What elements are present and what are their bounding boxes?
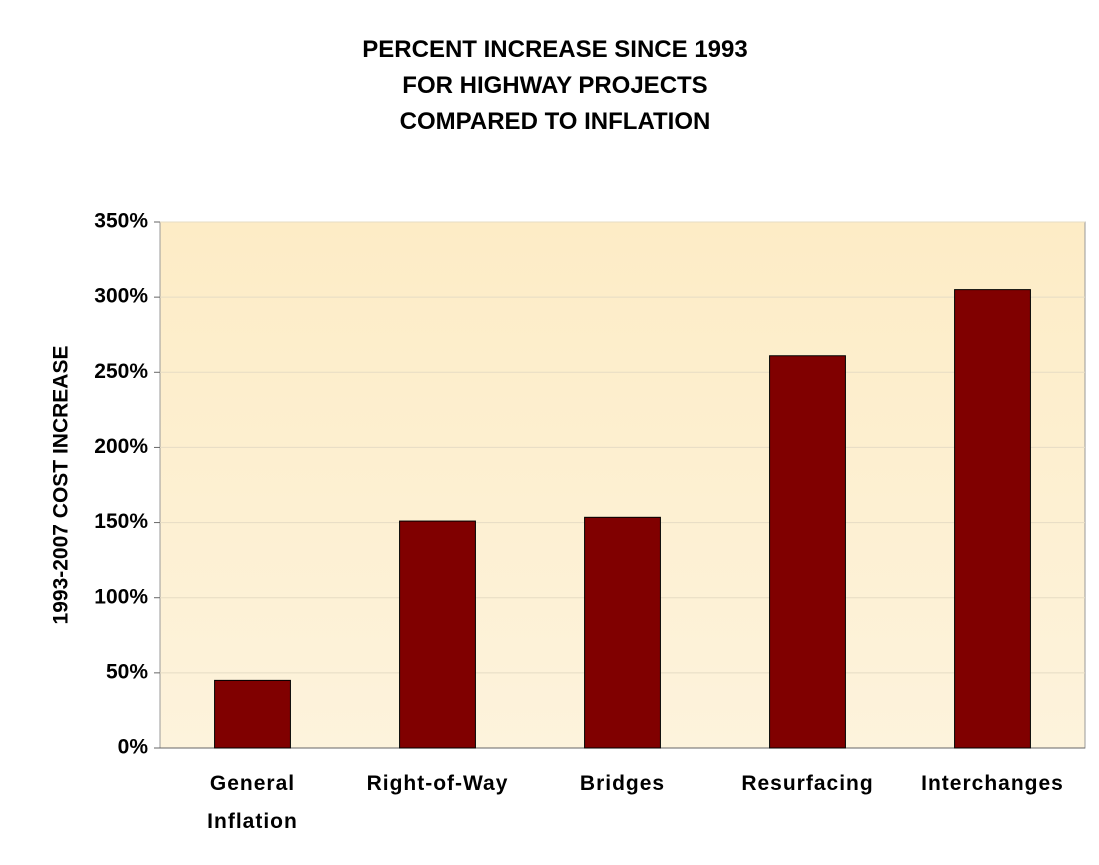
y-tick-label: 150% (94, 510, 148, 533)
chart-title: PERCENT INCREASE SINCE 1993 FOR HIGHWAY … (362, 36, 748, 135)
y-tick-label: 350% (94, 210, 148, 233)
bar (399, 520, 476, 749)
bar (769, 355, 846, 749)
bar (584, 516, 661, 749)
y-axis-label: 1993-2007 COST INCREASE (50, 346, 73, 625)
y-tick-label: 50% (106, 660, 148, 683)
x-tick-label: General Inflation (207, 772, 298, 833)
bar (954, 289, 1031, 749)
y-tick-label: 300% (94, 285, 148, 308)
x-tick-label: Interchanges (921, 772, 1064, 795)
x-tick-label: Right-of-Way (366, 772, 509, 795)
y-tick-label: 100% (94, 585, 148, 608)
x-tick-label: Bridges (579, 772, 666, 795)
y-tick-label: 200% (94, 435, 148, 458)
y-tick-label: 0% (118, 736, 149, 759)
bar (214, 679, 291, 749)
y-tick-label: 250% (94, 360, 148, 383)
x-tick-label: Resurfacing (741, 772, 874, 795)
